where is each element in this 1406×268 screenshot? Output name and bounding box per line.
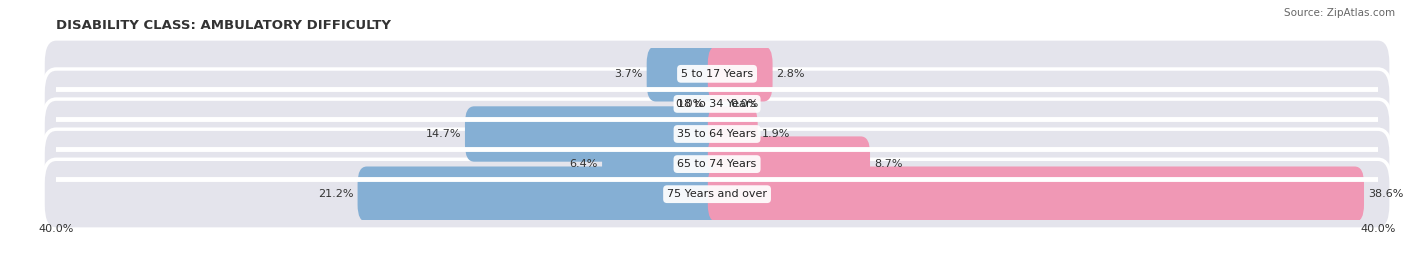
FancyBboxPatch shape (707, 106, 758, 162)
Text: DISABILITY CLASS: AMBULATORY DIFFICULTY: DISABILITY CLASS: AMBULATORY DIFFICULTY (56, 19, 391, 32)
Text: 2.8%: 2.8% (776, 69, 806, 79)
Text: 8.7%: 8.7% (875, 159, 903, 169)
Text: 1.9%: 1.9% (762, 129, 790, 139)
Text: 75 Years and over: 75 Years and over (666, 189, 768, 199)
Text: Source: ZipAtlas.com: Source: ZipAtlas.com (1284, 8, 1395, 18)
FancyBboxPatch shape (465, 106, 727, 162)
Text: 65 to 74 Years: 65 to 74 Years (678, 159, 756, 169)
Text: 38.6%: 38.6% (1368, 189, 1403, 199)
Text: 18 to 34 Years: 18 to 34 Years (678, 99, 756, 109)
FancyBboxPatch shape (357, 166, 727, 222)
FancyBboxPatch shape (707, 46, 772, 102)
FancyBboxPatch shape (44, 39, 1391, 109)
FancyBboxPatch shape (647, 46, 727, 102)
Text: 14.7%: 14.7% (426, 129, 461, 139)
Text: 5 to 17 Years: 5 to 17 Years (681, 69, 754, 79)
Text: 3.7%: 3.7% (614, 69, 643, 79)
FancyBboxPatch shape (44, 129, 1391, 199)
FancyBboxPatch shape (602, 136, 727, 192)
FancyBboxPatch shape (44, 99, 1391, 169)
FancyBboxPatch shape (707, 166, 1364, 222)
Text: 6.4%: 6.4% (569, 159, 598, 169)
Text: 0.0%: 0.0% (676, 99, 704, 109)
Text: 35 to 64 Years: 35 to 64 Years (678, 129, 756, 139)
FancyBboxPatch shape (707, 136, 870, 192)
FancyBboxPatch shape (44, 159, 1391, 229)
Text: 21.2%: 21.2% (318, 189, 354, 199)
FancyBboxPatch shape (44, 69, 1391, 139)
Text: 0.0%: 0.0% (730, 99, 758, 109)
